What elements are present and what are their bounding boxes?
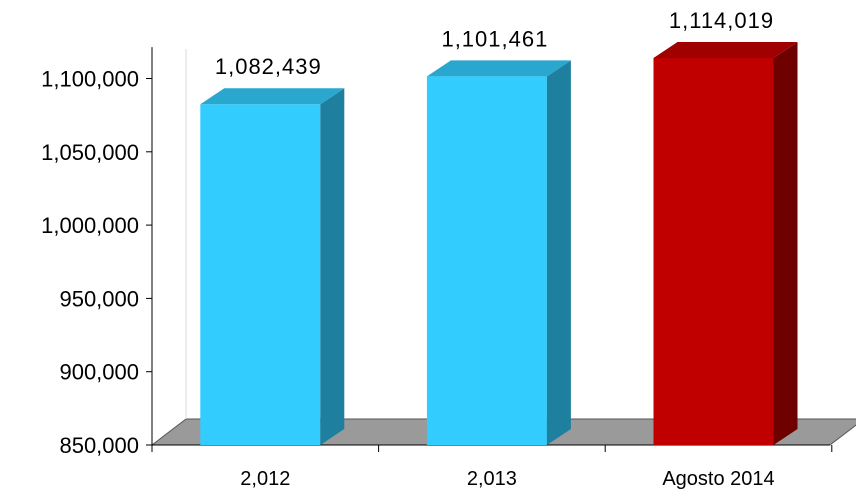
bar-front-face <box>200 104 321 446</box>
x-tick-label: Agosto 2014 <box>662 468 774 490</box>
data-label: 1,101,461 <box>441 26 548 51</box>
y-tick-label: 900,000 <box>59 360 139 385</box>
bar-front-face <box>653 57 774 445</box>
bar-side-face <box>773 41 798 445</box>
data-label: 1,082,439 <box>215 54 322 79</box>
labels-layer: 1,082,439 2,012 1,101,461 2,013 1,114,019 Ago… <box>215 8 775 490</box>
bar-top-face <box>653 41 798 58</box>
x-tick-label: 2,012 <box>240 468 290 490</box>
data-label: 1,114,019 <box>669 8 774 33</box>
y-tick-label: 1,100,000 <box>41 67 139 92</box>
bar-top-face <box>200 88 345 105</box>
x-tick-label: 2,013 <box>467 468 517 490</box>
y-tick-label: 850,000 <box>59 433 139 458</box>
bar-top-face <box>426 60 571 77</box>
bar-side-face <box>546 60 571 445</box>
bar-0 <box>200 88 345 446</box>
y-tick-label: 950,000 <box>59 286 139 311</box>
bar-1 <box>426 60 571 445</box>
y-tick-label: 1,050,000 <box>41 140 139 165</box>
bar-2 <box>653 41 798 445</box>
bars-layer <box>200 41 798 446</box>
bar-front-face <box>426 76 547 445</box>
bar-side-face <box>320 88 345 446</box>
y-tick-label: 1,000,000 <box>41 213 139 238</box>
